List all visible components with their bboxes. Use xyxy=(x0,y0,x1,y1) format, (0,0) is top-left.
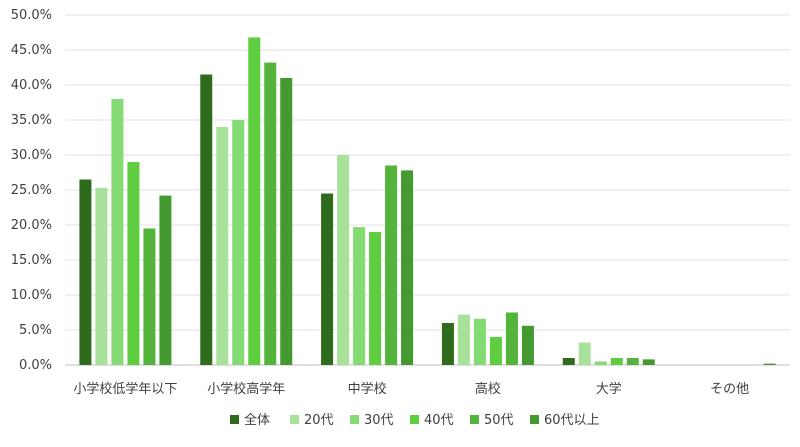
bar xyxy=(232,120,245,365)
y-axis-ticks: 0.0% 5.0% 10.0% 15.0% 20.0% 25.0% 30.0% 35.0% 40… xyxy=(11,8,52,373)
x-axis-categories: 小学校低学年以下 小学校高学年 中学校 高校 大学 その他 xyxy=(73,381,749,397)
grid-lines xyxy=(65,14,790,366)
bar xyxy=(505,312,518,365)
x-category-label: 高校 xyxy=(475,381,501,397)
bar xyxy=(457,314,470,365)
legend-item: 60代以上 xyxy=(530,413,600,428)
bar xyxy=(521,325,534,365)
legend-swatch xyxy=(230,415,239,424)
legend-label: 30代 xyxy=(364,413,394,428)
legend: 全体 20代 30代 40代 50代 60代以上 xyxy=(230,412,600,428)
legend-swatch xyxy=(290,415,299,424)
bar xyxy=(369,232,382,365)
bar xyxy=(159,195,172,365)
y-tick-label: 35.0% xyxy=(11,113,52,128)
bar xyxy=(95,187,108,365)
legend-label: 全体 xyxy=(244,412,270,428)
x-category-label: 中学校 xyxy=(348,381,387,397)
y-tick-label: 45.0% xyxy=(11,43,52,58)
x-category-label: 小学校低学年以下 xyxy=(73,381,177,397)
y-tick-label: 10.0% xyxy=(11,288,52,303)
bar xyxy=(385,165,398,365)
bar xyxy=(280,78,293,365)
bar xyxy=(763,363,776,365)
legend-item: 40代 xyxy=(410,413,454,428)
legend-swatch xyxy=(350,415,359,424)
bar xyxy=(353,227,366,365)
y-tick-label: 0.0% xyxy=(19,358,52,373)
y-tick-label: 5.0% xyxy=(19,323,52,338)
legend-item: 20代 xyxy=(290,413,334,428)
x-category-label: 小学校高学年 xyxy=(207,381,285,397)
bar xyxy=(264,62,277,365)
legend-item: 50代 xyxy=(470,413,514,428)
x-category-label: その他 xyxy=(710,382,749,397)
y-tick-label: 40.0% xyxy=(11,78,52,93)
y-tick-label: 30.0% xyxy=(11,148,52,163)
legend-label: 40代 xyxy=(424,413,454,428)
bar xyxy=(642,359,655,365)
bar xyxy=(441,323,454,365)
bar xyxy=(111,99,124,365)
bar xyxy=(321,193,334,365)
legend-swatch xyxy=(530,415,539,424)
legend-item: 全体 xyxy=(230,412,270,428)
y-tick-label: 20.0% xyxy=(11,218,52,233)
y-tick-label: 15.0% xyxy=(11,253,52,268)
legend-swatch xyxy=(470,415,479,424)
y-tick-label: 25.0% xyxy=(11,183,52,198)
legend-swatch xyxy=(410,415,419,424)
bar xyxy=(127,162,140,365)
legend-label: 60代以上 xyxy=(544,413,600,428)
bar xyxy=(626,358,639,365)
legend-label: 50代 xyxy=(484,413,514,428)
bar xyxy=(401,170,414,365)
y-tick-label: 50.0% xyxy=(11,8,52,23)
bar xyxy=(473,318,486,365)
bar xyxy=(610,358,623,365)
bar xyxy=(578,342,591,365)
bar xyxy=(594,361,607,365)
legend-item: 30代 xyxy=(350,413,394,428)
bar xyxy=(79,179,92,365)
x-category-label: 大学 xyxy=(596,381,622,397)
bar xyxy=(337,155,350,365)
bar xyxy=(248,37,261,366)
bar xyxy=(489,337,502,365)
bar xyxy=(562,358,575,365)
bars xyxy=(79,37,776,366)
legend-label: 20代 xyxy=(304,413,334,428)
bar xyxy=(200,74,213,365)
bar xyxy=(143,228,156,365)
bar xyxy=(216,127,229,365)
